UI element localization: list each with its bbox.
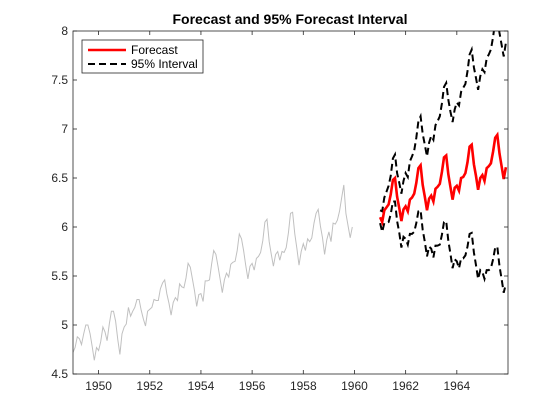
legend-interval-label: 95% Interval bbox=[131, 57, 198, 71]
forecast-series-line bbox=[378, 131, 508, 227]
series-layer bbox=[73, 31, 508, 361]
legend-forecast-label: Forecast bbox=[131, 43, 178, 57]
x-tick-label: 1964 bbox=[443, 379, 470, 393]
x-tick-label: 1952 bbox=[136, 379, 163, 393]
y-tick-label: 8 bbox=[61, 24, 68, 38]
y-tick-label: 7 bbox=[61, 122, 68, 136]
y-axis: 4.5 5 5.5 6 6.5 7 7.5 8 bbox=[51, 24, 508, 381]
y-tick-label: 7.5 bbox=[51, 73, 68, 87]
x-tick-label: 1962 bbox=[392, 379, 419, 393]
legend-box bbox=[81, 39, 204, 74]
x-tick-label: 1950 bbox=[85, 379, 112, 393]
lower-interval-line bbox=[379, 200, 507, 293]
plot-area bbox=[73, 31, 508, 374]
x-tick-label: 1956 bbox=[239, 379, 266, 393]
y-tick-label: 5 bbox=[61, 318, 68, 332]
x-tick-label: 1954 bbox=[188, 379, 215, 393]
x-tick-label: 1958 bbox=[290, 379, 317, 393]
y-tick-label: 6.5 bbox=[51, 171, 68, 185]
history-series-line bbox=[73, 184, 353, 361]
x-tick-label: 1960 bbox=[341, 379, 368, 393]
upper-interval-line bbox=[379, 31, 507, 213]
y-tick-label: 4.5 bbox=[51, 367, 68, 381]
axes-box bbox=[72, 30, 509, 375]
chart-title: Forecast and 95% Forecast Interval bbox=[173, 11, 408, 27]
y-tick-label: 5.5 bbox=[51, 269, 68, 283]
legend: Forecast 95% Interval bbox=[81, 39, 204, 74]
y-tick-label: 6 bbox=[61, 220, 68, 234]
x-axis: 1950 1952 1954 1956 1958 1960 1962 1964 bbox=[85, 31, 470, 393]
